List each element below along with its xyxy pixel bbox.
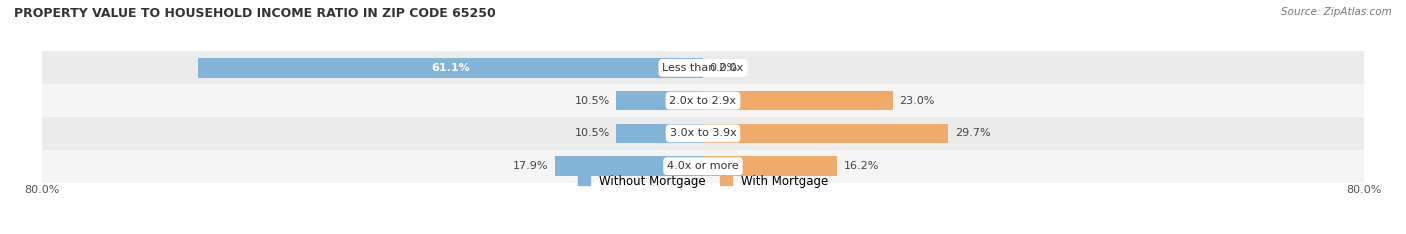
Text: 10.5%: 10.5% [575,96,610,106]
Text: Less than 2.0x: Less than 2.0x [662,63,744,73]
Bar [555,156,703,176]
Bar [42,51,1364,84]
Bar [198,58,703,78]
Text: 3.0x to 3.9x: 3.0x to 3.9x [669,128,737,138]
Bar [703,91,893,110]
Bar [42,84,1364,117]
Text: 16.2%: 16.2% [844,161,879,171]
Text: 61.1%: 61.1% [432,63,470,73]
Text: 10.5%: 10.5% [575,128,610,138]
Text: 17.9%: 17.9% [513,161,548,171]
Bar [703,156,837,176]
Bar [42,117,1364,150]
Bar [616,91,703,110]
Text: Source: ZipAtlas.com: Source: ZipAtlas.com [1281,7,1392,17]
Text: 23.0%: 23.0% [900,96,935,106]
Text: 0.0%: 0.0% [710,63,738,73]
Text: 2.0x to 2.9x: 2.0x to 2.9x [669,96,737,106]
Text: 29.7%: 29.7% [955,128,991,138]
Bar [42,150,1364,183]
Bar [703,124,948,143]
Text: PROPERTY VALUE TO HOUSEHOLD INCOME RATIO IN ZIP CODE 65250: PROPERTY VALUE TO HOUSEHOLD INCOME RATIO… [14,7,496,20]
Legend: Without Mortgage, With Mortgage: Without Mortgage, With Mortgage [574,170,832,192]
Bar [616,124,703,143]
Text: 4.0x or more: 4.0x or more [668,161,738,171]
